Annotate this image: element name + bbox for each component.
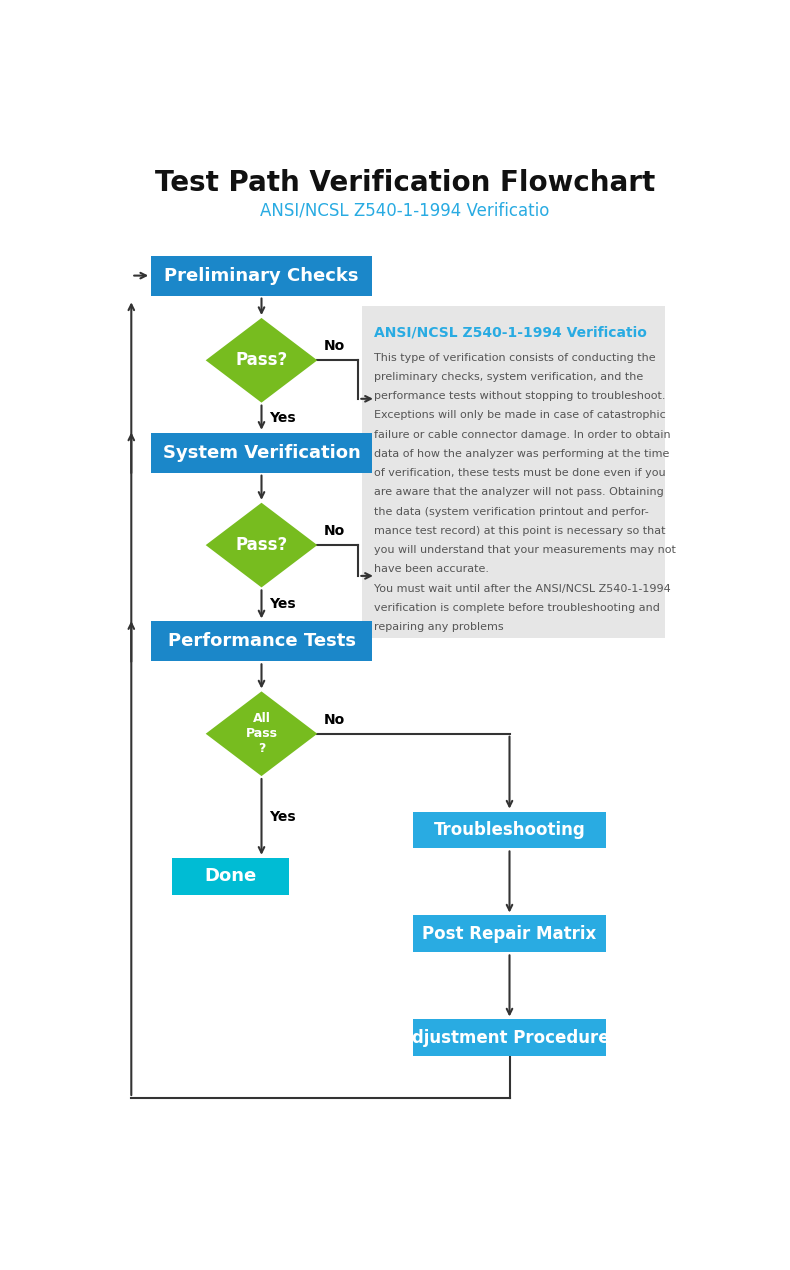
FancyBboxPatch shape	[412, 916, 607, 952]
Text: verification is complete before troubleshooting and: verification is complete before troubles…	[374, 603, 660, 613]
Text: No: No	[323, 339, 344, 353]
Text: Pass?: Pass?	[235, 352, 288, 370]
Text: are aware that the analyzer will not pass. Obtaining: are aware that the analyzer will not pas…	[374, 488, 664, 498]
FancyBboxPatch shape	[412, 1020, 607, 1057]
Text: failure or cable connector damage. In order to obtain: failure or cable connector damage. In or…	[374, 429, 671, 439]
Text: Preliminary Checks: Preliminary Checks	[164, 267, 359, 284]
Text: You must wait until after the ANSI/NCSL Z540-1-1994: You must wait until after the ANSI/NCSL …	[374, 584, 671, 593]
Text: System Verification: System Verification	[163, 443, 360, 462]
Text: All
Pass
?: All Pass ?	[246, 712, 277, 756]
Text: Test Path Verification Flowchart: Test Path Verification Flowchart	[155, 169, 655, 197]
Text: Yes: Yes	[269, 597, 296, 611]
Text: ANSI/NCSL Z540-1-1994 Verificatio: ANSI/NCSL Z540-1-1994 Verificatio	[374, 325, 647, 339]
Text: you will understand that your measurements may not: you will understand that your measuremen…	[374, 545, 675, 555]
Polygon shape	[205, 318, 318, 403]
FancyBboxPatch shape	[412, 812, 607, 848]
Text: No: No	[323, 525, 344, 538]
Text: Pass?: Pass?	[235, 536, 288, 554]
FancyBboxPatch shape	[151, 621, 372, 662]
Text: the data (system verification printout and perfor-: the data (system verification printout a…	[374, 507, 649, 517]
Text: No: No	[323, 712, 344, 726]
FancyBboxPatch shape	[151, 433, 372, 472]
Text: of verification, these tests must be done even if you: of verification, these tests must be don…	[374, 469, 665, 478]
Text: Yes: Yes	[269, 810, 296, 824]
Text: preliminary checks, system verification, and the: preliminary checks, system verification,…	[374, 372, 643, 382]
Text: Yes: Yes	[269, 410, 296, 424]
Text: This type of verification consists of conducting the: This type of verification consists of co…	[374, 353, 656, 363]
Text: data of how the analyzer was performing at the time: data of how the analyzer was performing …	[374, 448, 669, 458]
Text: Adjustment Procedures: Adjustment Procedures	[399, 1029, 619, 1046]
Text: Exceptions will only be made in case of catastrophic: Exceptions will only be made in case of …	[374, 410, 666, 420]
Text: Post Repair Matrix: Post Repair Matrix	[423, 925, 596, 942]
Text: Done: Done	[205, 867, 257, 885]
Text: performance tests without stopping to troubleshoot.: performance tests without stopping to tr…	[374, 391, 665, 401]
Text: have been accurate.: have been accurate.	[374, 564, 489, 574]
Text: repairing any problems: repairing any problems	[374, 622, 503, 632]
Text: Troubleshooting: Troubleshooting	[434, 820, 585, 839]
Text: mance test record) at this point is necessary so that: mance test record) at this point is nece…	[374, 526, 665, 536]
Polygon shape	[205, 503, 318, 588]
FancyBboxPatch shape	[363, 306, 664, 638]
Text: Performance Tests: Performance Tests	[167, 632, 356, 650]
Polygon shape	[205, 691, 318, 776]
Text: ANSI/NCSL Z540-1-1994 Verificatio: ANSI/NCSL Z540-1-1994 Verificatio	[260, 201, 550, 220]
FancyBboxPatch shape	[151, 255, 372, 296]
FancyBboxPatch shape	[172, 857, 288, 894]
